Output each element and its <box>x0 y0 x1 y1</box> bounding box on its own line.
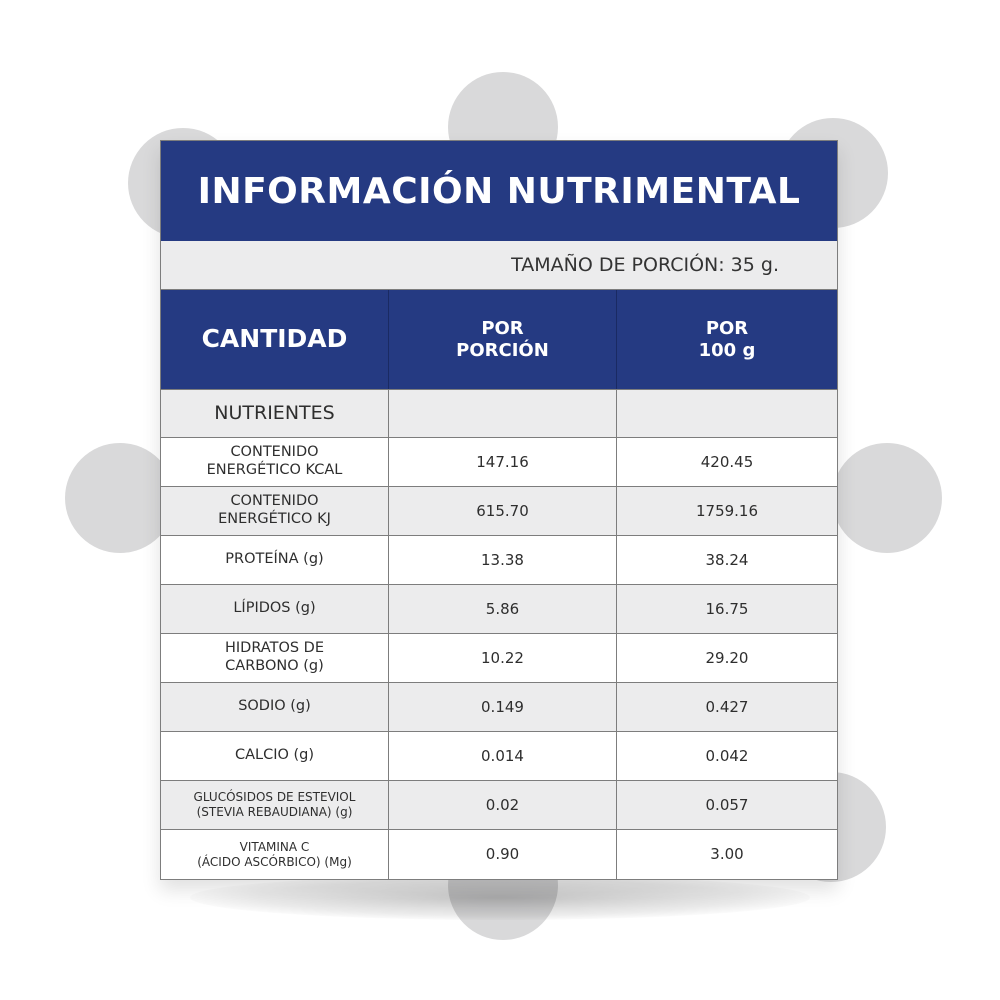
nutrient-name-line1: GLUCÓSIDOS DE ESTEVIOL <box>193 790 356 805</box>
nutrient-row: GLUCÓSIDOS DE ESTEVIOL (STEVIA REBAUDIAN… <box>161 781 837 830</box>
value-per-portion: 615.70 <box>389 487 617 535</box>
nutrient-name-line1: LÍPIDOS (g) <box>233 600 316 617</box>
nutrient-row: LÍPIDOS (g) 5.86 16.75 <box>161 585 837 634</box>
nutrient-name-line2: (ÁCIDO ASCÓRBICO) (Mg) <box>197 854 352 869</box>
nutrient-name-line1: SODIO (g) <box>238 698 311 715</box>
value-per-100g: 420.45 <box>617 438 837 486</box>
value-per-100g: 29.20 <box>617 634 837 682</box>
nutrient-name: GLUCÓSIDOS DE ESTEVIOL (STEVIA REBAUDIAN… <box>161 781 389 829</box>
per-100g-value: 29.20 <box>705 648 749 667</box>
nutrient-name-line1: HIDRATOS DE <box>224 640 325 657</box>
header-per-100g: POR 100 g <box>617 290 837 389</box>
per-100g-value: 16.75 <box>705 599 749 618</box>
header-per-portion: POR PORCIÓN <box>389 290 617 389</box>
value-per-portion: 5.86 <box>389 585 617 633</box>
nutrient-row: CONTENIDO ENERGÉTICO KCAL 147.16 420.45 <box>161 438 837 487</box>
value-per-100g: 38.24 <box>617 536 837 584</box>
value-per-100g: 0.427 <box>617 683 837 731</box>
nutrient-name: CONTENIDO ENERGÉTICO KJ <box>161 487 389 535</box>
nutrient-name-line2: CARBONO (g) <box>225 658 324 674</box>
nutrient-name-line1: CALCIO (g) <box>234 747 315 764</box>
nutrient-row: PROTEÍNA (g) 13.38 38.24 <box>161 536 837 585</box>
value-per-portion: 147.16 <box>389 438 617 486</box>
nutrient-name: HIDRATOS DE CARBONO (g) <box>161 634 389 682</box>
value-per-portion: 0.149 <box>389 683 617 731</box>
per-portion-value: 10.22 <box>481 648 524 667</box>
nutrition-table-card: INFORMACIÓN NUTRIMENTAL TAMAÑO DE PORCIÓ… <box>160 140 838 880</box>
nutrients-section-row: NUTRIENTES <box>161 390 837 438</box>
value-per-100g: 0.042 <box>617 732 837 780</box>
nutrient-row: VITAMINA C (ÁCIDO ASCÓRBICO) (Mg) 0.90 3… <box>161 830 837 879</box>
per-100g-value: 420.45 <box>700 452 754 471</box>
nutrient-row: CALCIO (g) 0.014 0.042 <box>161 732 837 781</box>
decor-circle-right <box>832 443 942 553</box>
value-per-100g: 0.057 <box>617 781 837 829</box>
per-100g-value: 3.00 <box>710 845 744 864</box>
card-shadow <box>190 875 810 920</box>
nutrient-name: PROTEÍNA (g) <box>161 536 389 584</box>
nutrient-name-line2: (STEVIA REBAUDIANA) (g) <box>196 805 353 819</box>
per-portion-value: 13.38 <box>481 550 524 569</box>
empty-cell <box>617 390 837 437</box>
nutrient-name: SODIO (g) <box>161 683 389 731</box>
per-portion-value: 0.014 <box>481 746 524 765</box>
nutrient-name-line2: ENERGÉTICO KJ <box>218 511 331 527</box>
value-per-portion: 0.02 <box>389 781 617 829</box>
value-per-100g: 16.75 <box>617 585 837 633</box>
nutrient-name-line2: ENERGÉTICO KCAL <box>206 462 343 478</box>
nutrient-name-line1: VITAMINA C <box>239 839 310 854</box>
value-per-portion: 0.014 <box>389 732 617 780</box>
serving-size: TAMAÑO DE PORCIÓN: 35 g. <box>161 241 837 290</box>
nutrient-name-line1: CONTENIDO <box>230 493 319 510</box>
nutrient-name-line1: PROTEÍNA (g) <box>225 551 324 568</box>
nutrient-name: CALCIO (g) <box>161 732 389 780</box>
decor-circle-left <box>65 443 175 553</box>
table-title: INFORMACIÓN NUTRIMENTAL <box>161 141 837 241</box>
nutrient-name: CONTENIDO ENERGÉTICO KCAL <box>161 438 389 486</box>
nutrient-row: HIDRATOS DE CARBONO (g) 10.22 29.20 <box>161 634 837 683</box>
per-portion-value: 147.16 <box>476 452 529 471</box>
per-portion-value: 615.70 <box>476 501 529 520</box>
table-header-row: CANTIDAD POR PORCIÓN POR 100 g <box>161 290 837 390</box>
nutrient-name-line1: CONTENIDO <box>230 444 319 461</box>
header-per-portion-line1: POR <box>481 317 524 339</box>
per-portion-value: 5.86 <box>485 599 520 618</box>
per-portion-value: 0.90 <box>485 845 520 864</box>
nutrients-label: NUTRIENTES <box>161 390 389 437</box>
per-100g-value: 1759.16 <box>695 501 759 520</box>
header-per-portion-line2: PORCIÓN <box>456 339 549 361</box>
nutrient-row: SODIO (g) 0.149 0.427 <box>161 683 837 732</box>
per-100g-value: 38.24 <box>705 550 749 569</box>
value-per-portion: 0.90 <box>389 830 617 879</box>
per-100g-value: 0.042 <box>705 746 749 765</box>
value-per-100g: 1759.16 <box>617 487 837 535</box>
nutrient-name: LÍPIDOS (g) <box>161 585 389 633</box>
empty-cell <box>389 390 617 437</box>
header-per-100g-line1: POR <box>705 317 749 339</box>
per-100g-value: 0.427 <box>705 697 749 716</box>
per-100g-value: 0.057 <box>705 795 749 814</box>
header-cantidad: CANTIDAD <box>161 290 389 389</box>
nutrient-name: VITAMINA C (ÁCIDO ASCÓRBICO) (Mg) <box>161 830 389 879</box>
nutrient-row: CONTENIDO ENERGÉTICO KJ 615.70 1759.16 <box>161 487 837 536</box>
per-portion-value: 0.149 <box>481 697 524 716</box>
per-portion-value: 0.02 <box>485 795 520 814</box>
value-per-100g: 3.00 <box>617 830 837 879</box>
header-per-100g-line2: 100 g <box>698 339 756 361</box>
value-per-portion: 10.22 <box>389 634 617 682</box>
value-per-portion: 13.38 <box>389 536 617 584</box>
